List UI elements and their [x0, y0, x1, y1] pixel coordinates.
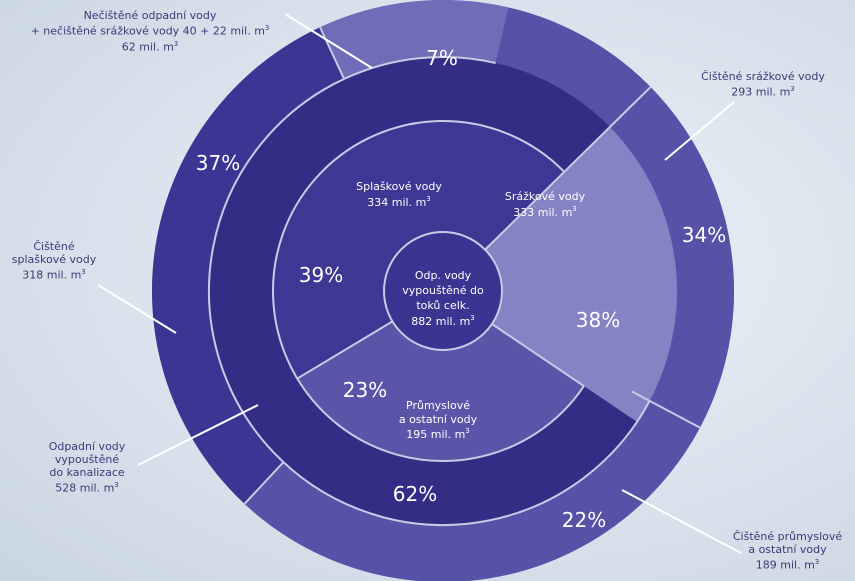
label-treated-rain-line2: 293 mil. m — [731, 85, 791, 99]
label-treated-sewage-line3: 318 mil. m — [22, 268, 82, 282]
label-industrial-name2: a ostatní vody — [399, 413, 478, 426]
label-untreated-line3: 62 mil. m — [121, 40, 174, 54]
percent-sewer: 62% — [393, 482, 437, 506]
percent-untreated: 7% — [426, 46, 458, 70]
label-sewage-value: 334 mil. m3 — [367, 195, 431, 209]
label-treated-rain-line1: Čištěné srážkové vody — [701, 70, 825, 83]
center-line1: Odp. vody — [415, 269, 472, 282]
outer-segment-untreated — [320, 0, 509, 79]
label-treated-industrial-line1: Čištěné průmyslové — [732, 530, 843, 543]
label-untreated-water: Nečištěné odpadní vody + nečištěné srážk… — [20, 9, 280, 53]
inner-segment-industrial — [297, 321, 584, 462]
separator-inner-circle — [271, 120, 585, 462]
label-treated-industrial-line2: a ostatní vody — [748, 543, 827, 556]
center-line4: 882 mil. m3 — [411, 314, 475, 328]
leader-treated-rain — [664, 101, 735, 161]
inner-segment-sewage — [273, 121, 565, 379]
separator-outer-rain-end — [631, 390, 701, 429]
leader-sewer — [137, 404, 259, 466]
percent-industrial: 23% — [343, 378, 387, 402]
inner-segment-rain — [485, 126, 677, 422]
separators-group — [208, 26, 701, 526]
chart-labels-group: 7% 37% 34% 22% 62% 39% 38% 23% Splaškové vody 334… — [196, 46, 726, 532]
label-treated-industrial-sup: 3 — [814, 558, 820, 566]
label-sewer-water: Odpadní vody vypouštěné do kanalizace 52… — [32, 440, 142, 495]
label-treated-sewage-water: Čištěné splaškové vody 318 mil. m3 — [4, 240, 104, 282]
separator-middle-circle-top — [343, 56, 496, 80]
label-untreated-line1: Nečištěné odpadní vody — [83, 9, 217, 22]
center-sup: 3 — [470, 314, 474, 322]
separator-middle-circle — [208, 78, 651, 526]
leader-treated-industrial — [621, 489, 742, 554]
label-treated-sewage-line2: splaškové vody — [11, 253, 97, 266]
label-rain-value: 333 mil. m3 — [513, 205, 577, 219]
label-sewer-sup: 3 — [114, 481, 119, 489]
outer-segment-treated-rain — [495, 7, 735, 428]
label-sewer-line4: 528 mil. m — [55, 481, 115, 495]
percent-treated-sewage: 37% — [196, 151, 240, 175]
label-untreated-sup2: 3 — [173, 39, 179, 48]
separator-rain-industrial — [491, 323, 585, 387]
label-treated-rain-water: Čištěné srážkové vody 293 mil. m3 — [688, 70, 838, 99]
leader-lines-group — [97, 13, 742, 554]
label-industrial-value: 195 mil. m3 — [406, 427, 470, 441]
separator-outer-industrial-end — [243, 461, 285, 505]
center-line3: toků celk. — [416, 299, 469, 312]
label-treated-industrial-water: Čištěné průmyslové a ostatní vody 189 mi… — [720, 530, 855, 572]
separator-sewage-rain — [484, 86, 652, 251]
label-sewer-line1: Odpadní vody — [48, 440, 126, 453]
percent-treated-rain: 34% — [682, 223, 726, 247]
percent-sewage: 39% — [299, 263, 343, 287]
separator-industrial-sewage — [296, 320, 393, 380]
leader-untreated — [284, 13, 373, 69]
outer-segment-treated-sewage — [152, 27, 345, 504]
percent-rain: 38% — [576, 308, 620, 332]
label-treated-sewage-line1: Čištěné — [33, 240, 75, 253]
label-sewer-line3: do kanalizace — [49, 466, 125, 479]
separator-center-circle — [383, 231, 503, 351]
label-untreated-line2: + nečištěné srážkové vody 40 + 22 mil. m — [30, 24, 265, 38]
label-treated-sewage-sup: 3 — [81, 268, 86, 276]
outer-segment-treated-industrial — [244, 400, 700, 581]
label-treated-rain-sup: 3 — [790, 85, 795, 93]
label-untreated-sup1: 3 — [264, 24, 270, 32]
rings-group — [152, 0, 735, 581]
label-sewer-line2: vypouštěné — [54, 453, 120, 466]
label-rain-name: Srážkové vody — [505, 190, 586, 203]
percent-treated-industrial: 22% — [562, 508, 606, 532]
label-sewage-name: Splaškové vody — [356, 180, 442, 193]
middle-segment-sewer — [208, 56, 637, 525]
label-treated-industrial-line3: 189 mil. m — [755, 558, 815, 572]
separator-outer-untreated-start — [319, 26, 346, 80]
leader-treated-sewage — [97, 284, 177, 334]
center-line2: vypouštěné do — [402, 284, 484, 297]
label-industrial-name1: Průmyslové — [406, 399, 470, 412]
center-disc — [384, 232, 502, 350]
